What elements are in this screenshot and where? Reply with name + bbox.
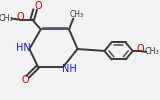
Text: NH: NH: [62, 64, 76, 74]
Text: O: O: [16, 12, 24, 22]
Text: O: O: [137, 44, 144, 54]
Text: O: O: [35, 1, 42, 11]
Text: CH₃: CH₃: [0, 14, 13, 23]
Text: HN: HN: [16, 43, 31, 53]
Text: O: O: [21, 75, 29, 85]
Text: CH₃: CH₃: [144, 47, 159, 56]
Text: CH₃: CH₃: [70, 10, 84, 19]
